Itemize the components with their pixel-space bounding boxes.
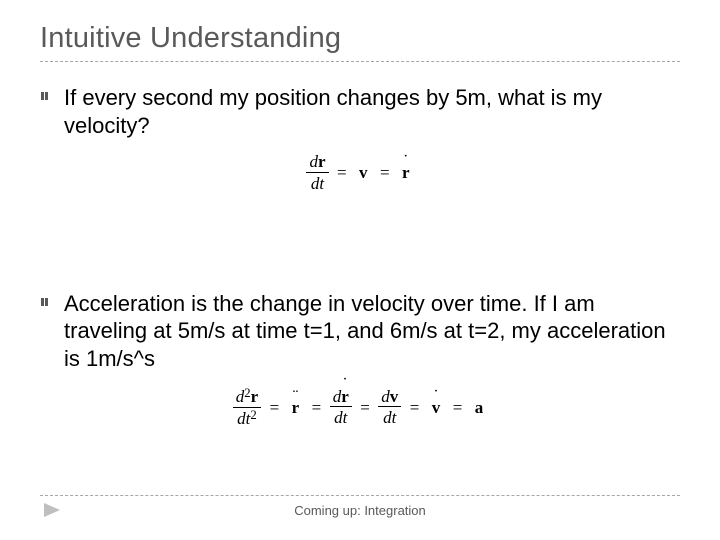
eq-equals: = (356, 398, 374, 417)
eq-dt: dt (306, 173, 328, 194)
eq-equals: = (449, 398, 467, 417)
slide: Intuitive Understanding If every second … (0, 0, 720, 540)
eq-equals: = (376, 163, 394, 182)
eq-v: v (355, 163, 372, 182)
slide-title: Intuitive Understanding (40, 22, 680, 55)
eq-r: r (251, 388, 259, 407)
equation-velocity: dr dt = v = r (40, 153, 680, 194)
eq-dt: dt (237, 409, 250, 428)
eq-d: d (333, 387, 342, 406)
title-underline (40, 61, 680, 62)
bullet-text: If every second my position changes by 5… (64, 84, 680, 139)
bullet-icon (40, 84, 64, 102)
eq-equals: = (308, 398, 326, 417)
eq-d: d (381, 387, 390, 406)
footer-text: Coming up: Integration (0, 503, 720, 518)
eq-equals: = (406, 398, 424, 417)
eq-equals: = (266, 398, 284, 417)
fraction: d2r dt2 (233, 386, 261, 429)
eq-r: r (318, 152, 326, 171)
eq-v: v (390, 387, 399, 406)
fraction: dv dt (378, 388, 401, 429)
bullet-item: Acceleration is the change in velocity o… (40, 290, 680, 373)
eq-v-dot: v (428, 398, 445, 418)
footer-divider (40, 495, 680, 496)
eq-dt: dt (330, 407, 352, 428)
slide-body: If every second my position changes by 5… (40, 84, 680, 430)
eq-r-ddot: r (288, 398, 304, 418)
eq-d: d (309, 152, 318, 171)
spacer (40, 208, 680, 290)
bullet-text: Acceleration is the change in velocity o… (64, 290, 680, 373)
bullet-icon (40, 290, 64, 308)
eq-r-dot: r (398, 163, 414, 183)
fraction: dr dt (330, 388, 352, 429)
eq-sup2: 2 (250, 408, 256, 422)
eq-a: a (471, 398, 488, 417)
eq-equals: = (333, 163, 351, 182)
eq-d: d (236, 388, 245, 407)
eq-dt: dt (378, 407, 401, 428)
bullet-item: If every second my position changes by 5… (40, 84, 680, 139)
eq-r-dot: r (341, 388, 349, 407)
fraction: dr dt (306, 153, 328, 194)
equation-acceleration: d2r dt2 = r = dr dt = dv dt = v = a (40, 386, 680, 429)
